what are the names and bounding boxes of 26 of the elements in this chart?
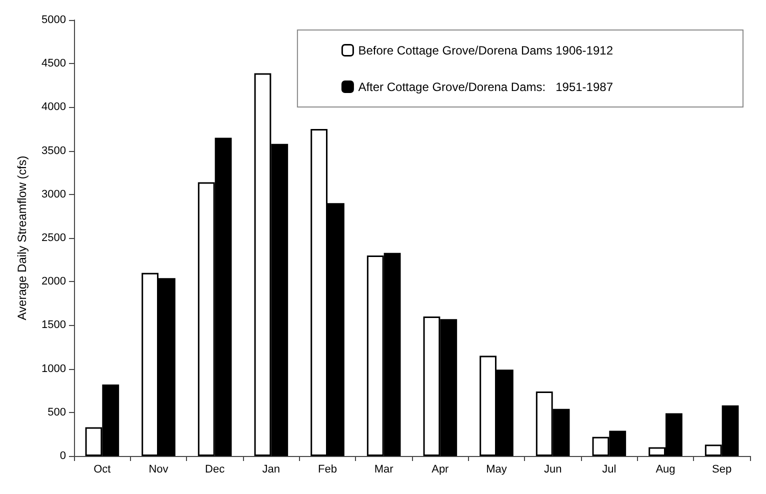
y-tick-label: 5000 xyxy=(42,14,66,26)
y-tick-label: 4000 xyxy=(42,101,66,114)
y-tick-label: 3500 xyxy=(42,144,66,157)
x-tick-label: Sep xyxy=(712,464,732,476)
x-tick-label: Aug xyxy=(656,464,676,476)
y-tick-label: 3000 xyxy=(42,188,66,200)
x-tick-label: Apr xyxy=(432,464,450,476)
y-tick-label: 500 xyxy=(48,406,66,418)
x-tick-label: Nov xyxy=(148,464,169,476)
x-tick-label: Mar xyxy=(374,464,394,476)
y-tick-label: 2500 xyxy=(42,232,66,244)
y-tick-label: 2000 xyxy=(42,276,66,288)
y-tick-label: 1000 xyxy=(42,362,66,375)
x-tick-label: Jan xyxy=(262,464,280,476)
y-tick-label: 0 xyxy=(60,450,66,462)
y-tick-label: 1500 xyxy=(42,319,66,332)
legend-label: Before Cottage Grove/Dorena Dams 1906-1912 xyxy=(358,43,614,58)
x-tick-label: Dec xyxy=(205,464,226,476)
x-tick-label: Oct xyxy=(94,464,111,476)
legend-label: After Cottage Grove/Dorena Dams: 1951-1987 xyxy=(358,80,614,94)
x-tick-label: Jun xyxy=(544,464,562,476)
y-tick-label: 4500 xyxy=(42,58,66,70)
x-tick-label: Feb xyxy=(318,464,337,476)
y-axis-title: Average Daily Streamflow (cfs) xyxy=(15,156,29,320)
x-tick-label: Jul xyxy=(602,464,616,476)
x-tick-label: May xyxy=(486,464,508,476)
